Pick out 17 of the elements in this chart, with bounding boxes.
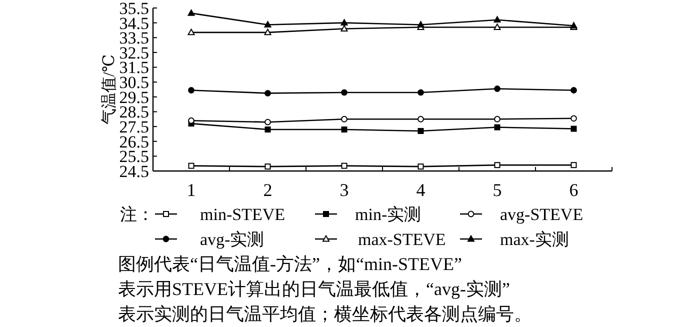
y-axis-title: 气温值/℃: [101, 54, 118, 125]
text: 图例代表“日气温值-方法”，如“min-STEVE”: [118, 254, 462, 274]
x-tick-label: 2: [263, 180, 272, 200]
x-tick-label: 1: [186, 180, 196, 200]
legend-label: avg-实测: [200, 230, 264, 249]
text: 表示实测的日气温平均值；横坐标代表各测点编号。: [118, 304, 532, 324]
legend-title: 注：: [120, 205, 154, 224]
legend-label: min-STEVE: [200, 204, 285, 224]
x-tick-label: 6: [569, 180, 578, 200]
legend-label: max-实测: [500, 230, 569, 249]
legend-label: avg-STEVE: [500, 204, 584, 224]
x-tick-label: 4: [416, 180, 426, 200]
text: 表示用STEVE计算出的日气温最低值，“avg-实测”: [118, 279, 510, 299]
x-tick-label: 3: [340, 180, 349, 200]
legend-label: min-实测: [355, 204, 422, 224]
x-tick-label: 5: [492, 180, 502, 200]
legend-label: max-STEVE: [358, 230, 446, 249]
